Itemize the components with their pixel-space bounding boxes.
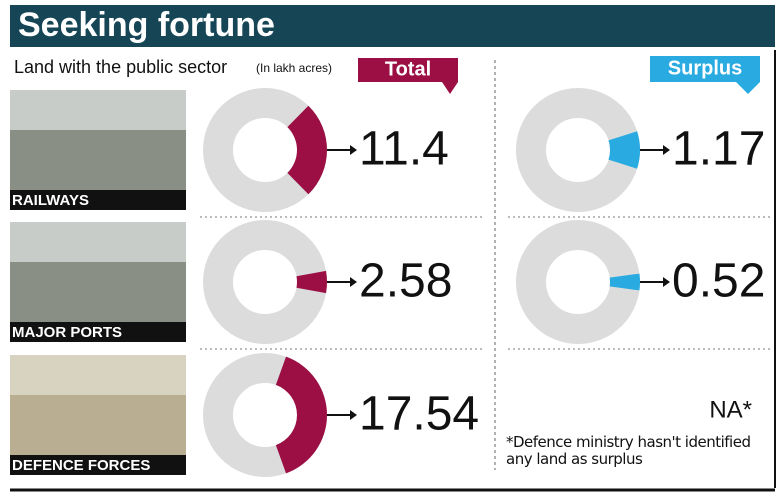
surplus-header: Surplus [668,57,742,79]
photo-sky [10,222,186,262]
row-label: RAILWAYS [12,192,89,209]
surplus-tag [650,56,760,94]
label-bar [10,190,186,210]
photo-sky [10,355,186,395]
title: Seeking fortune [18,6,275,44]
donut-segment [608,131,640,169]
donut-segment [296,270,327,294]
arrow-head [350,145,357,155]
value-label: 0.52 [672,255,765,308]
arrow-head [663,277,670,287]
title-bar [10,5,775,47]
surplus-na: NA* [709,396,752,423]
value-label: 11.4 [359,123,449,176]
unit: (In lakh acres) [256,61,332,75]
value-label: 2.58 [359,255,452,308]
total-header: Total [385,58,431,80]
donut-segment [609,273,641,291]
label-bar [10,322,186,342]
row-label: DEFENCE FORCES [12,457,150,474]
footnote: *Defence ministry hasn't identified any … [506,433,751,468]
label-bar [10,455,186,475]
value-label: 17.54 [359,388,479,441]
photo-sky [10,90,186,130]
donut-segment [275,356,328,474]
value-label: 1.17 [672,123,765,176]
arrow-head [663,145,670,155]
arrow-head [350,277,357,287]
row-label: MAJOR PORTS [12,324,122,341]
total-tag [358,58,458,94]
arrow-head [350,410,357,420]
subtitle: Land with the public sector [14,57,227,77]
donut-segment [287,105,327,195]
